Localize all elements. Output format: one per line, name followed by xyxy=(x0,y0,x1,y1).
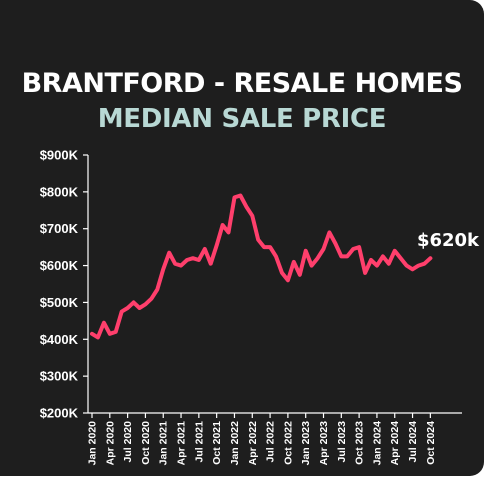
x-tick-label: Oct 2021 xyxy=(211,421,223,465)
x-tick-label: Jan 2022 xyxy=(229,421,241,466)
x-tick-label: Jan 2023 xyxy=(300,421,312,466)
x-tick-label: Jul 2023 xyxy=(336,421,348,463)
y-tick-label: $600K xyxy=(40,258,79,273)
y-tick-label: $200K xyxy=(40,406,79,421)
chart-subtitle: MEDIAN SALE PRICE xyxy=(97,104,387,134)
line-chart: $200K $300K $400K $500K $600K $700K $800K $900K… xyxy=(40,148,480,466)
y-tick-label: $400K xyxy=(40,332,79,347)
x-tick-label: Apr 2020 xyxy=(104,421,116,466)
x-tick-label: Jul 2021 xyxy=(193,421,205,463)
chart-card: BRANTFORD - RESALE HOMES MEDIAN SALE PRI… xyxy=(0,0,484,476)
x-tick-label: Oct 2020 xyxy=(140,421,152,465)
x-tick-label: Apr 2022 xyxy=(247,421,259,466)
y-tick-label: $800K xyxy=(40,184,79,199)
x-tick-label: Jul 2024 xyxy=(407,421,419,463)
y-tick-label: $300K xyxy=(40,369,79,384)
x-tick-label: Oct 2023 xyxy=(354,421,366,465)
chart-title: BRANTFORD - RESALE HOMES xyxy=(21,68,463,99)
y-tick-label: $500K xyxy=(40,295,79,310)
x-tick-label: Jul 2022 xyxy=(265,421,277,463)
latest-value-annotation: $620k xyxy=(417,230,480,251)
y-tick-label: $900K xyxy=(40,148,79,163)
series-line xyxy=(90,193,433,340)
x-tick-label: Apr 2023 xyxy=(318,421,330,466)
x-tick-label: Oct 2024 xyxy=(425,421,437,465)
x-tick-label: Apr 2024 xyxy=(389,421,401,466)
x-tick-label: Jul 2020 xyxy=(122,421,134,463)
y-tick-label: $700K xyxy=(40,221,79,236)
x-tick-label: Jan 2024 xyxy=(371,421,383,466)
x-tick-label: Jan 2020 xyxy=(87,421,99,466)
x-tick-label: Oct 2022 xyxy=(282,421,294,465)
x-tick-label: Apr 2021 xyxy=(176,421,188,466)
x-tick-label: Jan 2021 xyxy=(158,421,170,466)
